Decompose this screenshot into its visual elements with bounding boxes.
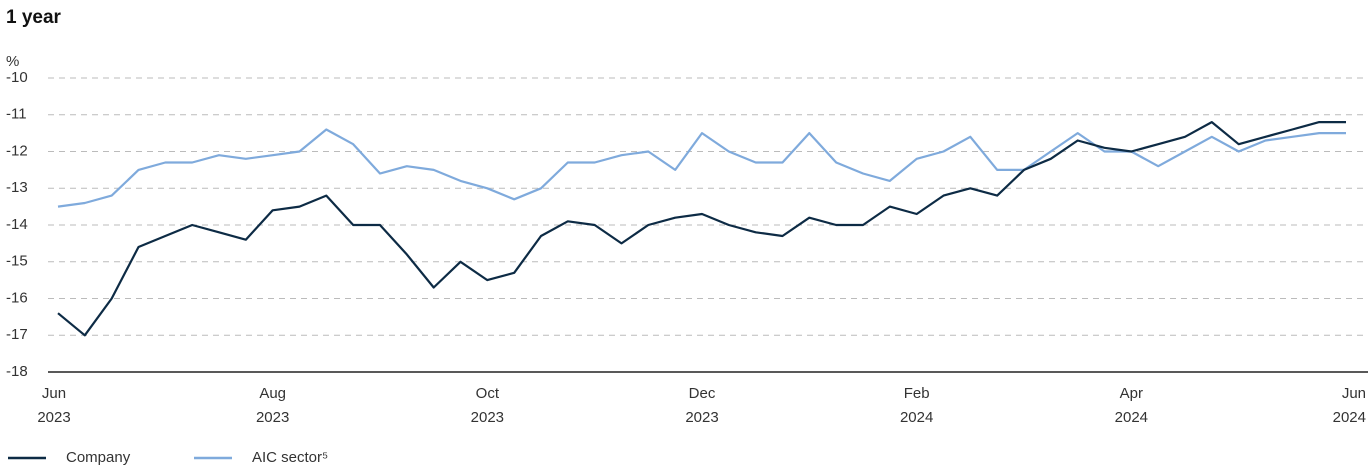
x-tick-label: Jun 2023	[37, 385, 70, 426]
x-tick-label: Apr 2024	[1115, 385, 1148, 426]
y-tick-label: -14	[6, 216, 28, 233]
y-tick-label: -11	[6, 106, 27, 123]
x-tick-label: Aug 2023	[256, 385, 289, 426]
series-line	[57, 121, 1346, 337]
y-tick-label: -17	[6, 326, 28, 343]
y-tick-label: -13	[6, 179, 28, 196]
x-tick-label: Jun 2024	[1333, 385, 1366, 426]
x-tick-label: Feb 2024	[900, 385, 933, 426]
legend-label: AIC sector⁵	[252, 449, 328, 466]
series-line	[57, 128, 1346, 208]
x-tick-label: Dec 2023	[685, 385, 718, 426]
y-tick-label: -10	[6, 69, 28, 86]
y-tick-label: -15	[6, 253, 28, 270]
x-tick-label: Oct 2023	[471, 385, 504, 426]
y-axis-label: %	[6, 53, 19, 70]
legend-label: Company	[66, 449, 131, 466]
y-tick-label: -16	[6, 289, 28, 306]
y-tick-label: -18	[6, 363, 28, 380]
chart-title: 1 year	[6, 7, 62, 28]
y-tick-label: -12	[6, 142, 28, 159]
